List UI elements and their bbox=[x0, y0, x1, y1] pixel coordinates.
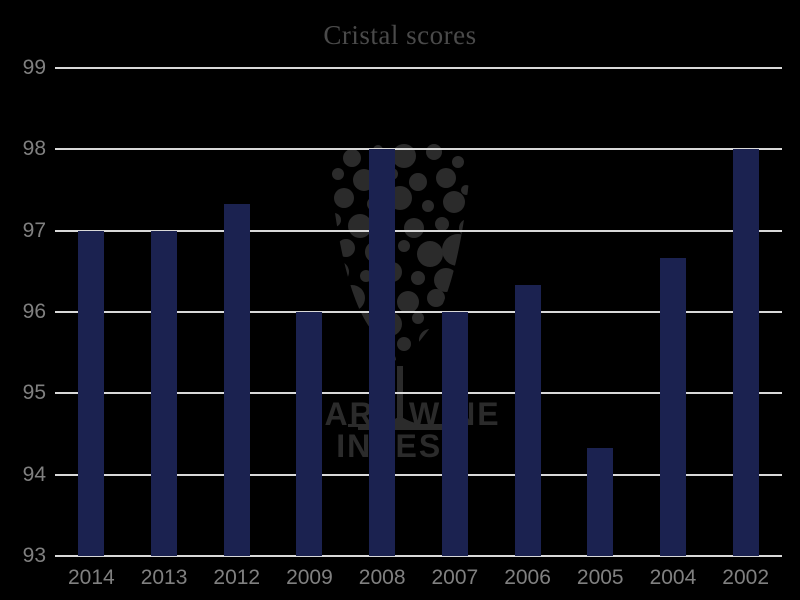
y-axis-tick-label: 95 bbox=[22, 381, 46, 405]
gridline bbox=[55, 148, 782, 151]
y-axis-tick-label: 96 bbox=[22, 300, 46, 323]
bar-2004[interactable] bbox=[659, 257, 686, 556]
bar-2014[interactable] bbox=[78, 230, 105, 556]
gridline bbox=[55, 555, 782, 557]
bar-2002[interactable] bbox=[732, 149, 759, 556]
bar-2005[interactable] bbox=[587, 447, 614, 556]
chart-title: Cristal scores bbox=[323, 20, 477, 50]
x-axis-tick-label: 2002 bbox=[722, 566, 769, 589]
x-axis-tick-label: 2014 bbox=[67, 566, 115, 589]
bar-2006[interactable] bbox=[514, 285, 541, 556]
y-axis-tick-label: 93 bbox=[22, 544, 46, 567]
x-axis-tick-label: 2005 bbox=[576, 566, 624, 589]
gridline bbox=[55, 392, 782, 395]
x-axis-tick-label: 2009 bbox=[286, 566, 333, 589]
y-axis-tick-label: 98 bbox=[22, 137, 46, 161]
x-axis-tick-label: 2012 bbox=[213, 566, 261, 589]
bar-2013[interactable] bbox=[151, 230, 178, 556]
x-axis-tick-label: 2008 bbox=[358, 566, 406, 589]
x-axis-tick-label: 2004 bbox=[649, 566, 697, 589]
gridline bbox=[55, 67, 782, 69]
bar-2012[interactable] bbox=[223, 203, 250, 556]
x-axis-tick-label: 2007 bbox=[431, 566, 479, 589]
bar-2008[interactable] bbox=[369, 149, 396, 556]
bar-2009[interactable] bbox=[296, 312, 323, 556]
gridline bbox=[55, 473, 782, 476]
bar-2007[interactable] bbox=[441, 312, 468, 556]
x-axis-tick-label: 2006 bbox=[504, 566, 551, 589]
y-axis-tick-label: 99 bbox=[22, 56, 46, 79]
x-axis-tick-label: 2013 bbox=[140, 566, 188, 589]
y-axis-tick-label: 94 bbox=[22, 462, 46, 486]
y-axis-tick-label: 97 bbox=[22, 218, 46, 242]
